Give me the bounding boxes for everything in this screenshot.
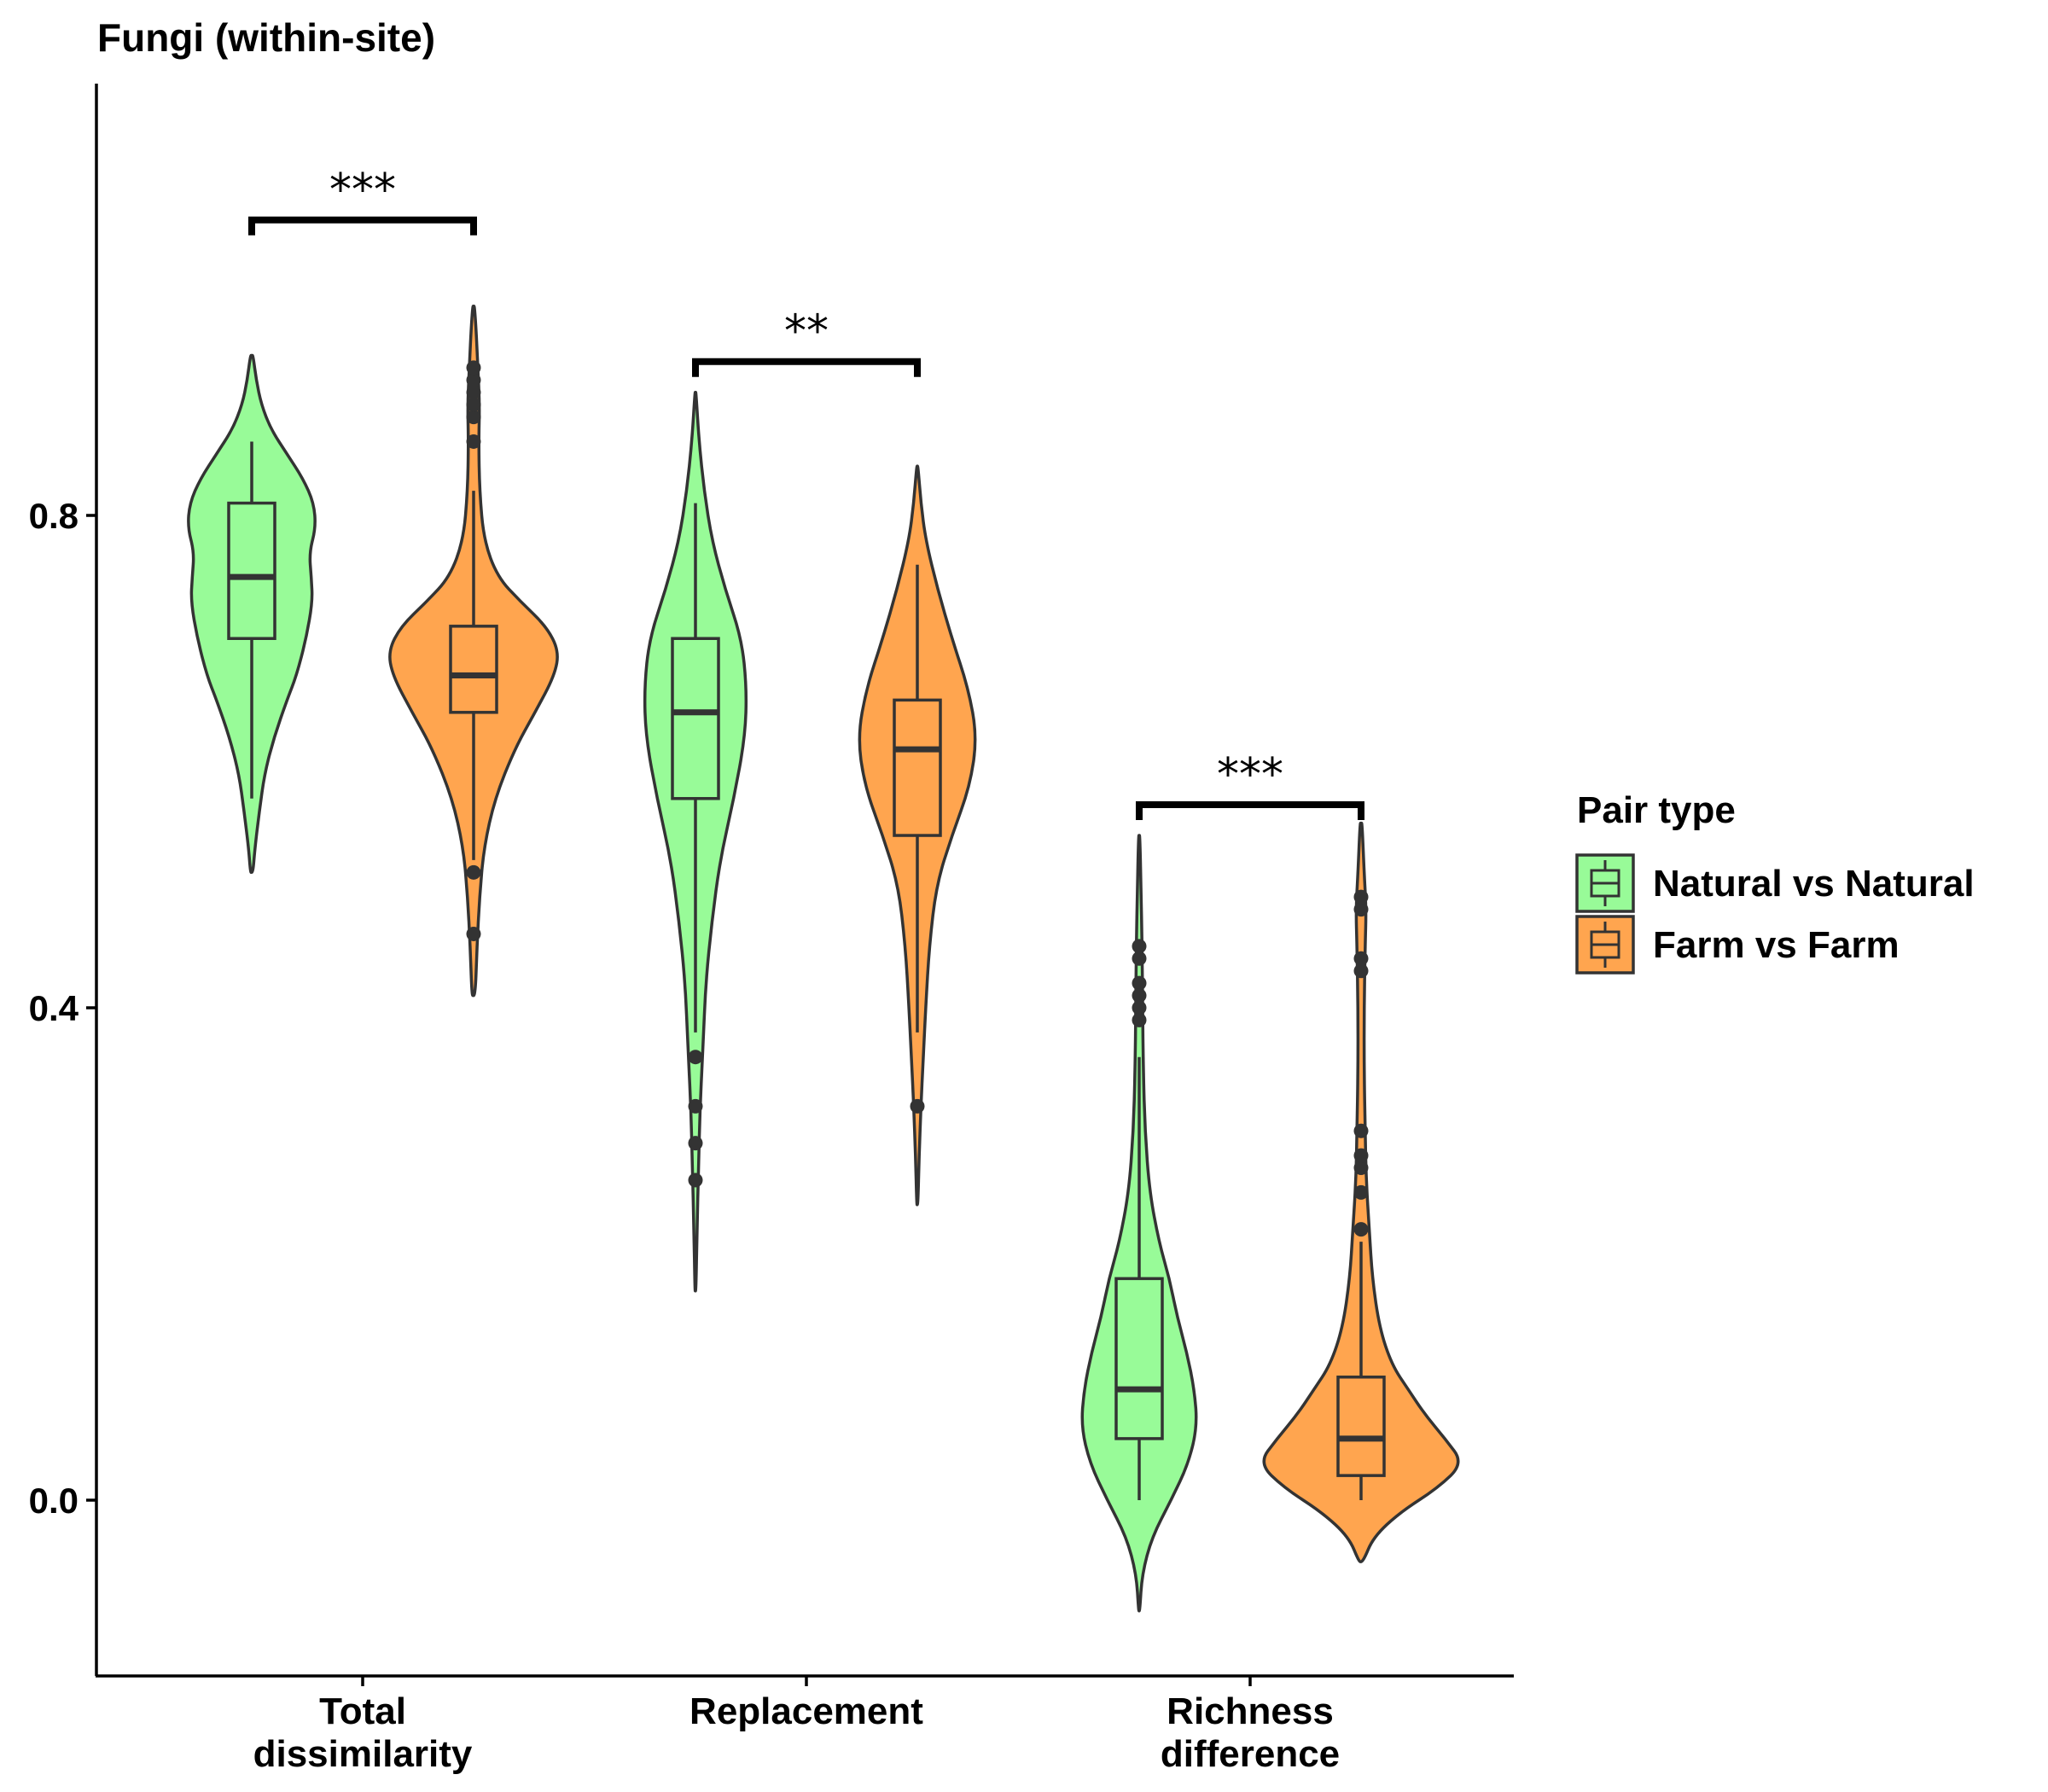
x-tick-label: Total xyxy=(319,1690,406,1732)
outlier-point xyxy=(1132,975,1147,991)
box xyxy=(1114,1277,1164,1440)
legend-label: Farm vs Farm xyxy=(1653,924,1900,966)
y-tick-label: 0.8 xyxy=(29,496,79,536)
y-axis-ticks: 0.0 0.4 0.8 xyxy=(29,496,96,1521)
outlier-point xyxy=(1132,1012,1147,1027)
legend-key xyxy=(1575,915,1635,975)
outlier-point xyxy=(910,1098,925,1114)
box xyxy=(893,698,942,837)
significance-label: ** xyxy=(784,306,829,358)
box xyxy=(227,501,276,641)
y-tick-label: 0.4 xyxy=(29,988,79,1028)
outlier-point xyxy=(1132,1000,1147,1015)
outlier-point xyxy=(466,360,481,375)
box xyxy=(1336,1376,1386,1477)
legend-label: Natural vs Natural xyxy=(1653,863,1975,905)
outlier-point xyxy=(1132,939,1147,954)
box xyxy=(449,625,498,714)
outlier-point xyxy=(688,1172,703,1188)
x-tick-label: dissimilarity xyxy=(253,1733,473,1775)
outlier-point xyxy=(1353,951,1369,966)
legend: Pair type Natural vs Natural Farm vs Farm xyxy=(1575,789,1975,975)
outlier-point xyxy=(1353,1148,1369,1163)
outlier-point xyxy=(466,926,481,941)
legend-title: Pair type xyxy=(1577,789,1736,831)
significance-bracket xyxy=(692,358,921,377)
outlier-point xyxy=(1353,1184,1369,1200)
outlier-point xyxy=(688,1050,703,1065)
significance-bracket xyxy=(248,216,477,236)
outlier-point xyxy=(688,1098,703,1114)
outlier-point xyxy=(466,385,481,400)
outlier-point xyxy=(466,372,481,387)
outlier-point xyxy=(1353,902,1369,917)
significance-label: *** xyxy=(1217,749,1283,800)
outlier-point xyxy=(1353,1123,1369,1138)
outlier-point xyxy=(688,1136,703,1151)
legend-key xyxy=(1575,853,1635,913)
significance-annotations: ******** xyxy=(248,165,1364,820)
y-tick-label: 0.0 xyxy=(29,1481,79,1521)
x-tick-label: Replacement xyxy=(689,1690,923,1732)
legend-entries: Natural vs Natural Farm vs Farm xyxy=(1575,853,1975,975)
outlier-point xyxy=(1353,1161,1369,1176)
significance-label: *** xyxy=(329,165,396,216)
outlier-point xyxy=(466,397,481,412)
outlier-point xyxy=(1132,988,1147,1004)
box xyxy=(671,637,720,800)
outlier-point xyxy=(1353,889,1369,905)
significance-bracket xyxy=(1136,800,1364,820)
outlier-point xyxy=(1353,1222,1369,1237)
chart-title: Fungi (within-site) xyxy=(97,15,435,60)
outlier-point xyxy=(1353,963,1369,979)
x-tick-label: Richness xyxy=(1167,1690,1334,1732)
outlier-point xyxy=(1132,951,1147,966)
outlier-point xyxy=(466,433,481,449)
x-tick-label: difference xyxy=(1161,1733,1340,1775)
outlier-point xyxy=(466,410,481,425)
plot-area xyxy=(187,305,1460,1613)
outlier-point xyxy=(466,864,481,880)
axes xyxy=(95,84,1514,1678)
